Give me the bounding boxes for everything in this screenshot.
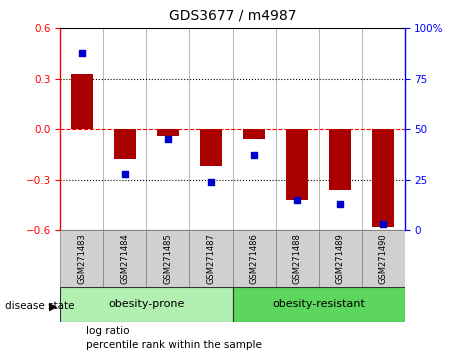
- Bar: [232, 230, 275, 287]
- Bar: [114, 129, 136, 159]
- Point: [121, 171, 129, 176]
- Bar: [146, 230, 190, 287]
- Bar: [319, 230, 362, 287]
- Bar: [232, 287, 405, 322]
- Text: disease state: disease state: [5, 301, 74, 311]
- Point: [293, 197, 301, 202]
- Text: obesity-resistant: obesity-resistant: [272, 299, 365, 309]
- Bar: [60, 287, 232, 322]
- Text: GDS3677 / m4987: GDS3677 / m4987: [169, 9, 296, 23]
- Text: GSM271490: GSM271490: [379, 233, 387, 284]
- Text: GSM271488: GSM271488: [292, 233, 301, 284]
- Text: GSM271484: GSM271484: [120, 233, 129, 284]
- Point: [78, 50, 86, 55]
- Text: percentile rank within the sample: percentile rank within the sample: [86, 340, 262, 350]
- Bar: [243, 129, 265, 139]
- Bar: [103, 230, 146, 287]
- Bar: [275, 230, 319, 287]
- Text: GSM271487: GSM271487: [206, 233, 215, 284]
- Point: [250, 153, 258, 158]
- Text: GSM271483: GSM271483: [78, 233, 86, 284]
- Bar: [329, 129, 351, 190]
- Point: [164, 136, 172, 142]
- Text: GSM271486: GSM271486: [250, 233, 259, 284]
- Bar: [362, 230, 405, 287]
- Text: ▶: ▶: [49, 301, 58, 311]
- Text: log ratio: log ratio: [86, 326, 130, 336]
- Text: GSM271485: GSM271485: [164, 233, 173, 284]
- Bar: [157, 129, 179, 136]
- Bar: [286, 129, 308, 200]
- Bar: [60, 230, 103, 287]
- Point: [336, 201, 344, 207]
- Bar: [190, 230, 232, 287]
- Text: GSM271489: GSM271489: [336, 233, 345, 284]
- Point: [207, 179, 215, 184]
- Bar: [200, 129, 222, 166]
- Point: [379, 221, 387, 227]
- Bar: [372, 129, 394, 227]
- Bar: [71, 74, 93, 129]
- Text: obesity-prone: obesity-prone: [108, 299, 185, 309]
